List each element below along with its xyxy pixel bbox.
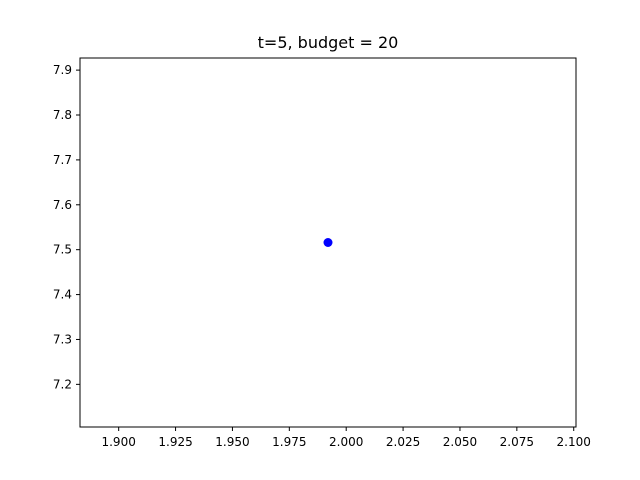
y-tick-label: 7.2	[53, 377, 72, 391]
y-tick-label: 7.5	[53, 243, 72, 257]
x-tick-label: 2.025	[386, 435, 420, 449]
plot-area-frame	[79, 57, 577, 428]
data-points	[323, 238, 333, 247]
y-axis: 7.2 7.3 7.4 7.5 7.6 7.7 7.8 7.9	[53, 63, 80, 391]
x-tick-label: 2.000	[329, 435, 363, 449]
x-tick-label: 1.975	[272, 435, 306, 449]
y-tick-label: 7.4	[53, 288, 72, 302]
y-tick-label: 7.7	[53, 153, 72, 167]
chart-title: t=5, budget = 20	[258, 33, 399, 52]
x-tick-label: 1.925	[158, 435, 192, 449]
y-tick-label: 7.9	[53, 63, 72, 77]
x-tick-label: 2.050	[443, 435, 477, 449]
x-axis: 1.900 1.925 1.950 1.975 2.000 2.025 2.050 2.075…	[101, 427, 591, 449]
x-tick-label: 1.950	[215, 435, 249, 449]
data-point	[323, 238, 333, 247]
x-tick-label: 1.900	[101, 435, 135, 449]
y-tick-label: 7.6	[53, 198, 72, 212]
y-tick-label: 7.3	[53, 332, 72, 346]
x-tick-label: 2.075	[500, 435, 534, 449]
x-tick-label: 2.100	[557, 435, 591, 449]
y-tick-label: 7.8	[53, 108, 72, 122]
